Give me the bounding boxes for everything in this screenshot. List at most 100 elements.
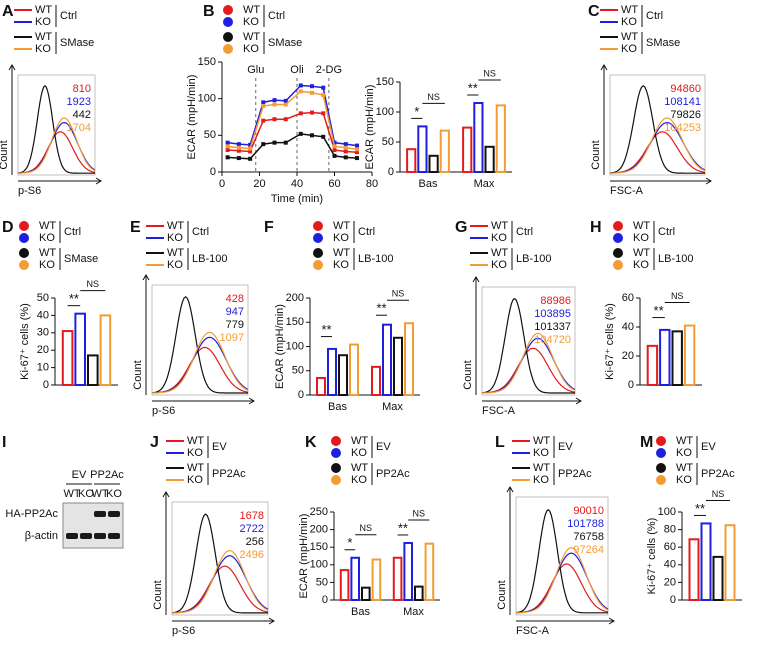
- bar: [724, 524, 736, 602]
- point: [248, 149, 253, 154]
- y-axis-label: Count: [132, 360, 144, 389]
- significance-label: NS: [87, 279, 100, 289]
- bar: [406, 148, 417, 173]
- legend-label: WT: [676, 435, 693, 447]
- legend-marker: [19, 233, 29, 243]
- legend-label: KO: [333, 259, 349, 271]
- x-tick-label: 0: [219, 178, 225, 190]
- x-axis-arrow: [152, 397, 255, 405]
- band: [108, 533, 120, 539]
- significance-label: NS: [483, 68, 496, 78]
- panel-letter: M: [640, 434, 653, 451]
- point: [343, 145, 348, 150]
- mfi-label: 79826: [670, 109, 701, 121]
- significance-label: **: [695, 501, 705, 516]
- point: [236, 145, 241, 150]
- legend-group: LB-100: [516, 253, 551, 265]
- point: [225, 144, 230, 149]
- y-tick-label: 100: [286, 340, 304, 352]
- y-tick-label: 30: [37, 327, 49, 339]
- legend-marker: [223, 5, 233, 15]
- significance-label: NS: [392, 289, 405, 299]
- point: [321, 134, 326, 139]
- legend-label: KO: [187, 447, 203, 459]
- legend-group: PP2Ac: [212, 468, 246, 480]
- y-tick-label: 0: [670, 594, 676, 606]
- point: [355, 156, 359, 161]
- row-label: β-actin: [25, 530, 58, 542]
- y-axis-arrow: [142, 274, 150, 395]
- y-tick-label: 80: [664, 524, 676, 536]
- histogram-curve: [515, 508, 608, 614]
- y-axis-label: Count: [590, 140, 602, 169]
- legend-marker: [313, 221, 323, 231]
- point: [248, 142, 253, 147]
- x-tick-label: Max: [382, 401, 403, 413]
- x-tick-label: 20: [253, 178, 265, 190]
- legend-group: Ctrl: [646, 10, 663, 22]
- point: [343, 142, 348, 147]
- plot-frame: [609, 74, 706, 176]
- x-axis-label: Time (min): [271, 193, 323, 205]
- legend-label: KO: [187, 474, 203, 486]
- y-axis-label: ECAR (mpH/min): [186, 75, 198, 160]
- point: [343, 149, 348, 154]
- event-label: Glu: [247, 64, 264, 76]
- x-axis-label: FSC-A: [482, 405, 516, 417]
- legend-label: KO: [167, 232, 183, 244]
- x-tick-label: 60: [328, 178, 340, 190]
- legend-label: WT: [533, 435, 550, 447]
- x-axis-arrow: [18, 177, 102, 185]
- legend-label: KO: [39, 259, 55, 271]
- lane-label: KO: [106, 488, 122, 500]
- histogram-curve: [610, 117, 706, 174]
- legend-group: SMase: [60, 37, 94, 49]
- bar: [439, 129, 450, 174]
- mfi-label: 76758: [573, 531, 604, 543]
- significance-label: NS: [413, 508, 426, 518]
- x-axis-label: p-S6: [18, 185, 41, 197]
- legend-label: WT: [39, 247, 56, 259]
- row-label: HA-PP2Ac: [5, 508, 58, 520]
- point: [298, 131, 303, 136]
- point: [310, 110, 314, 115]
- x-tick-label: Max: [474, 178, 495, 190]
- y-axis-label: ECAR (mpH/min): [274, 304, 286, 389]
- mfi-label: 90010: [573, 505, 604, 517]
- panel-letter: K: [305, 434, 317, 451]
- y-axis-arrow: [600, 64, 608, 175]
- bar: [688, 538, 700, 602]
- legend-label: WT: [621, 31, 638, 43]
- histogram-curve: [18, 117, 96, 174]
- legend-label: WT: [35, 31, 52, 43]
- y-tick-label: 50: [316, 576, 328, 588]
- histogram-curve: [151, 346, 249, 394]
- legend-marker: [223, 44, 233, 54]
- legend-label: WT: [333, 220, 350, 232]
- significance-label: **: [654, 303, 664, 318]
- mfi-label: 779: [226, 319, 244, 331]
- significance-label: NS: [360, 523, 373, 533]
- legend-group: Ctrl: [358, 226, 375, 238]
- point: [283, 98, 288, 103]
- histogram-curve: [481, 347, 576, 394]
- point: [355, 147, 359, 152]
- significance-label: NS: [671, 291, 684, 301]
- bar: [338, 354, 348, 397]
- bar: [382, 323, 392, 396]
- y-axis-label: Count: [0, 140, 10, 169]
- legend-group: Ctrl: [60, 10, 77, 22]
- mfi-label: 101337: [534, 321, 571, 333]
- mfi-label: 1678: [240, 510, 264, 522]
- legend-group: Ctrl: [516, 226, 533, 238]
- y-axis-arrow: [506, 486, 514, 615]
- legend-marker: [613, 260, 623, 270]
- legend-label: KO: [676, 474, 692, 486]
- y-axis-label: Ki-67⁺ cells (%): [604, 303, 616, 380]
- y-axis-label: Count: [462, 360, 474, 389]
- histogram-curve: [610, 131, 706, 174]
- y-axis-arrow: [162, 491, 170, 615]
- y-tick-label: 40: [664, 559, 676, 571]
- histogram-curve: [171, 513, 268, 614]
- y-tick-label: 0: [628, 379, 634, 391]
